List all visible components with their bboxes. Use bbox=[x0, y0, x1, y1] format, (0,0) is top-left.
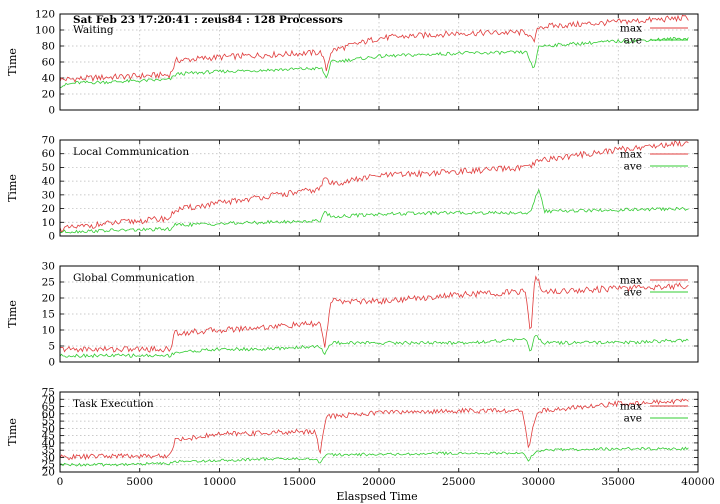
plot-frame bbox=[59, 13, 699, 111]
y-tick-label: 5 bbox=[48, 341, 55, 353]
legend-label: ave bbox=[624, 161, 642, 173]
y-tick-label: 25 bbox=[42, 459, 55, 471]
x-tick-label: 35000 bbox=[602, 476, 635, 488]
chart-panels: 020406080100120WaitingTimemaxave01020304… bbox=[6, 9, 715, 489]
x-tick-label: 15000 bbox=[283, 476, 316, 488]
y-axis-label: Time bbox=[6, 48, 19, 76]
y-tick-label: 70 bbox=[42, 135, 55, 147]
plot-frame bbox=[59, 139, 699, 237]
y-tick-label: 60 bbox=[42, 57, 55, 69]
y-tick-label: 55 bbox=[42, 416, 55, 428]
y-tick-label: 120 bbox=[35, 9, 55, 21]
legend-label: max bbox=[620, 149, 642, 161]
series-line-max bbox=[59, 139, 689, 233]
series-line-ave bbox=[59, 446, 689, 467]
figure-header: Sat Feb 23 17:20:41 : zeus84 : 128 Proce… bbox=[73, 14, 343, 26]
panel-title: Task Execution bbox=[73, 398, 154, 410]
legend-label: max bbox=[620, 275, 642, 287]
y-tick-label: 0 bbox=[48, 357, 55, 369]
y-tick-label: 35 bbox=[42, 445, 55, 457]
series-line-ave bbox=[59, 188, 689, 234]
y-tick-label: 40 bbox=[42, 176, 55, 188]
legend-label: max bbox=[620, 401, 642, 413]
y-tick-label: 0 bbox=[48, 105, 55, 117]
y-tick-label: 20 bbox=[42, 467, 55, 479]
panel-title: Local Communication bbox=[73, 146, 189, 158]
x-tick-label: 10000 bbox=[203, 476, 236, 488]
series-line-max bbox=[59, 398, 689, 461]
y-tick-label: 15 bbox=[42, 309, 55, 321]
plot-frame bbox=[59, 265, 699, 363]
panel-title: Waiting bbox=[73, 24, 114, 36]
series-line-max bbox=[59, 14, 689, 83]
y-tick-label: 30 bbox=[42, 189, 55, 201]
y-tick-label: 20 bbox=[42, 89, 55, 101]
y-axis-label: Time bbox=[6, 300, 19, 328]
x-tick-label: 30000 bbox=[522, 476, 555, 488]
y-tick-label: 80 bbox=[42, 41, 55, 53]
y-tick-label: 40 bbox=[42, 437, 55, 449]
y-tick-label: 10 bbox=[42, 217, 55, 229]
y-tick-label: 50 bbox=[42, 162, 55, 174]
x-tick-label: 5000 bbox=[126, 476, 153, 488]
y-tick-label: 20 bbox=[42, 203, 55, 215]
legend-label: max bbox=[620, 23, 642, 35]
y-tick-label: 45 bbox=[42, 430, 55, 442]
y-axis-label: Time bbox=[6, 418, 19, 446]
series-line-ave bbox=[59, 334, 689, 359]
y-tick-label: 30 bbox=[42, 452, 55, 464]
plot-frame bbox=[59, 391, 699, 473]
legend-label: ave bbox=[624, 35, 642, 47]
y-tick-label: 10 bbox=[42, 325, 55, 337]
series-line-ave bbox=[59, 36, 689, 88]
series-line-max bbox=[59, 275, 689, 353]
y-tick-label: 40 bbox=[42, 73, 55, 85]
panel-title: Global Communication bbox=[73, 272, 195, 284]
y-tick-label: 70 bbox=[42, 394, 55, 406]
legend-label: ave bbox=[624, 287, 642, 299]
x-tick-label: 25000 bbox=[442, 476, 475, 488]
x-tick-label: 20000 bbox=[362, 476, 395, 488]
y-axis-label: Time bbox=[6, 174, 19, 202]
x-tick-label: 0 bbox=[57, 476, 64, 488]
y-tick-label: 0 bbox=[48, 231, 55, 243]
y-tick-label: 20 bbox=[42, 293, 55, 305]
legend-label: ave bbox=[624, 413, 642, 425]
x-axis-label: Elaspsed Time bbox=[336, 490, 417, 503]
y-tick-label: 65 bbox=[42, 401, 55, 413]
y-tick-label: 50 bbox=[42, 423, 55, 435]
y-tick-label: 60 bbox=[42, 408, 55, 420]
y-tick-label: 60 bbox=[42, 148, 55, 160]
y-tick-label: 75 bbox=[42, 387, 55, 399]
x-tick-label: 40000 bbox=[681, 476, 714, 488]
chart-panel-3: 0 5 10 15 20 25 30 Global Communication Time maxa… bbox=[6, 261, 699, 369]
y-tick-label: 25 bbox=[42, 277, 55, 289]
y-tick-label: 100 bbox=[35, 25, 55, 37]
y-tick-label: 30 bbox=[42, 261, 55, 273]
